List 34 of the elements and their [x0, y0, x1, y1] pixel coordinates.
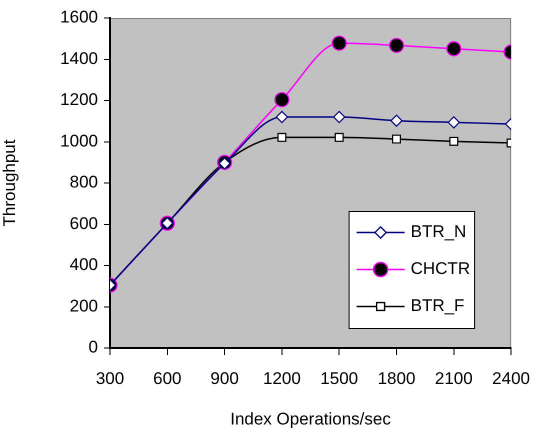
point [332, 36, 347, 51]
y-tick-label: 800 [70, 172, 98, 192]
legend-label: CHCTR [410, 259, 470, 278]
x-tick-label: 1800 [378, 368, 416, 388]
point [276, 110, 288, 124]
legend-label: BTR_F [410, 296, 464, 316]
point [333, 110, 346, 124]
y-tick-label: 1600 [60, 8, 98, 27]
point [388, 38, 404, 54]
x-tick-label: 2400 [492, 368, 530, 388]
point [274, 92, 290, 108]
point [390, 114, 403, 127]
x-axis-title: Index Operations/sec [230, 409, 392, 428]
point [392, 134, 401, 144]
legend-label: BTR_N [410, 222, 466, 242]
y-tick-label: 1000 [60, 131, 98, 150]
y-tick-label: 1400 [60, 48, 98, 68]
point [448, 116, 460, 128]
y-tick-label: 600 [70, 214, 98, 233]
y-tick-label: 0 [88, 338, 98, 357]
x-tick-label: 300 [96, 368, 124, 388]
y-tick-label: 200 [70, 296, 98, 316]
x-tick-label: 600 [153, 368, 182, 388]
y-axis-title: Throughput [0, 139, 19, 226]
x-tick-label: 1200 [262, 368, 301, 388]
y-tick-label: 400 [70, 255, 98, 274]
x-tick-label: 900 [210, 368, 239, 388]
y-tick-label: 1200 [60, 90, 98, 110]
point [446, 41, 462, 56]
point [277, 132, 286, 142]
x-tick-label: 1500 [320, 368, 358, 388]
x-tick-label: 2100 [434, 368, 473, 388]
point [334, 132, 344, 142]
point [449, 136, 458, 146]
